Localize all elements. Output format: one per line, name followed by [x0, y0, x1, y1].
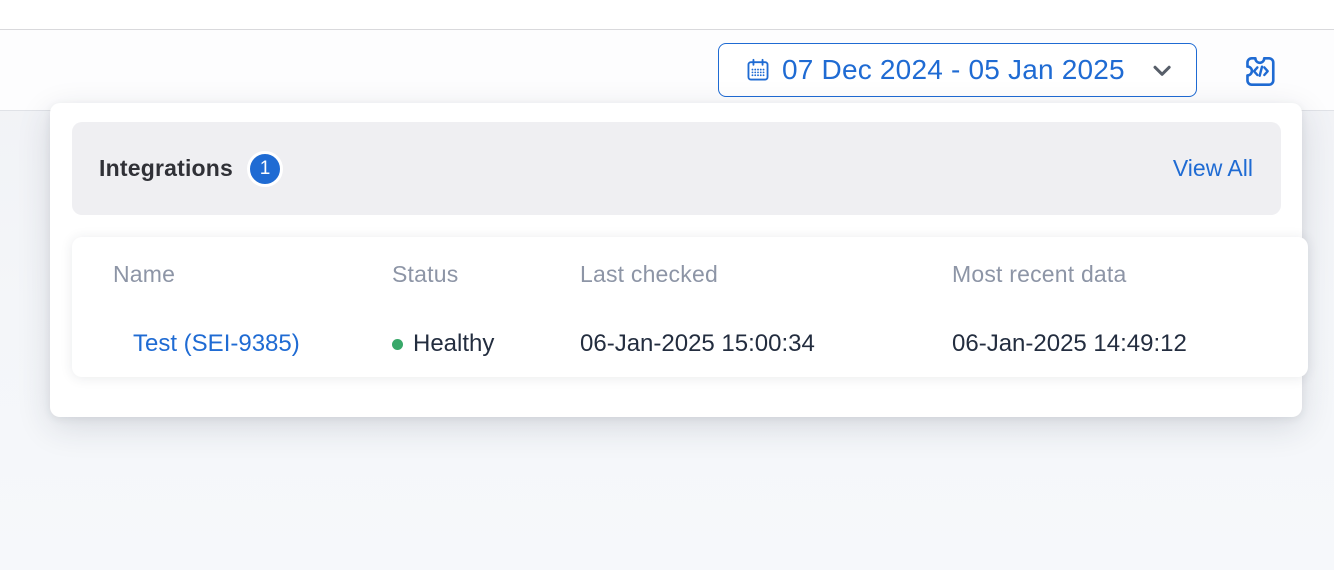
window-top-strip — [0, 0, 1334, 30]
integration-name-link[interactable]: Test (SEI-9385) — [133, 330, 300, 357]
calendar-icon — [745, 57, 771, 83]
integrations-count-badge: 1 — [247, 150, 284, 187]
column-header-last-checked: Last checked — [580, 261, 718, 287]
integration-status-cell: Healthy — [392, 330, 580, 358]
date-range-label: 07 Dec 2024 - 05 Jan 2025 — [782, 54, 1125, 85]
code-ticket-icon — [1238, 51, 1278, 91]
table-row: Test (SEI-9385) Healthy 06-Jan-2025 15:0… — [72, 330, 1308, 358]
integrations-table-card: Name Status Last checked Most recent dat… — [72, 237, 1308, 377]
last-checked-cell: 06-Jan-2025 15:00:34 — [580, 330, 815, 357]
column-header-name: Name — [113, 261, 176, 287]
status-label: Healthy — [413, 330, 495, 357]
column-header-status: Status — [392, 261, 459, 287]
status-healthy-dot-icon — [392, 338, 403, 350]
chevron-down-icon — [1148, 57, 1174, 83]
integrations-title: Integrations — [99, 155, 234, 181]
integration-name-cell: Test (SEI-9385) — [113, 330, 392, 358]
top-bar: 07 Dec 2024 - 05 Jan 2025 — [0, 30, 1334, 111]
table-header-row: Name Status Last checked Most recent dat… — [72, 261, 1308, 288]
widget-code-button[interactable] — [1237, 50, 1279, 92]
column-header-most-recent-data: Most recent data — [952, 261, 1127, 287]
integrations-popover: Integrations 1 View All Name Status Last… — [50, 103, 1308, 417]
most-recent-data-cell: 06-Jan-2025 14:49:12 — [952, 330, 1187, 357]
integrations-header-band: Integrations 1 View All — [72, 122, 1281, 215]
view-all-link[interactable]: View All — [1172, 155, 1253, 181]
date-range-picker-button[interactable]: 07 Dec 2024 - 05 Jan 2025 — [718, 43, 1197, 97]
